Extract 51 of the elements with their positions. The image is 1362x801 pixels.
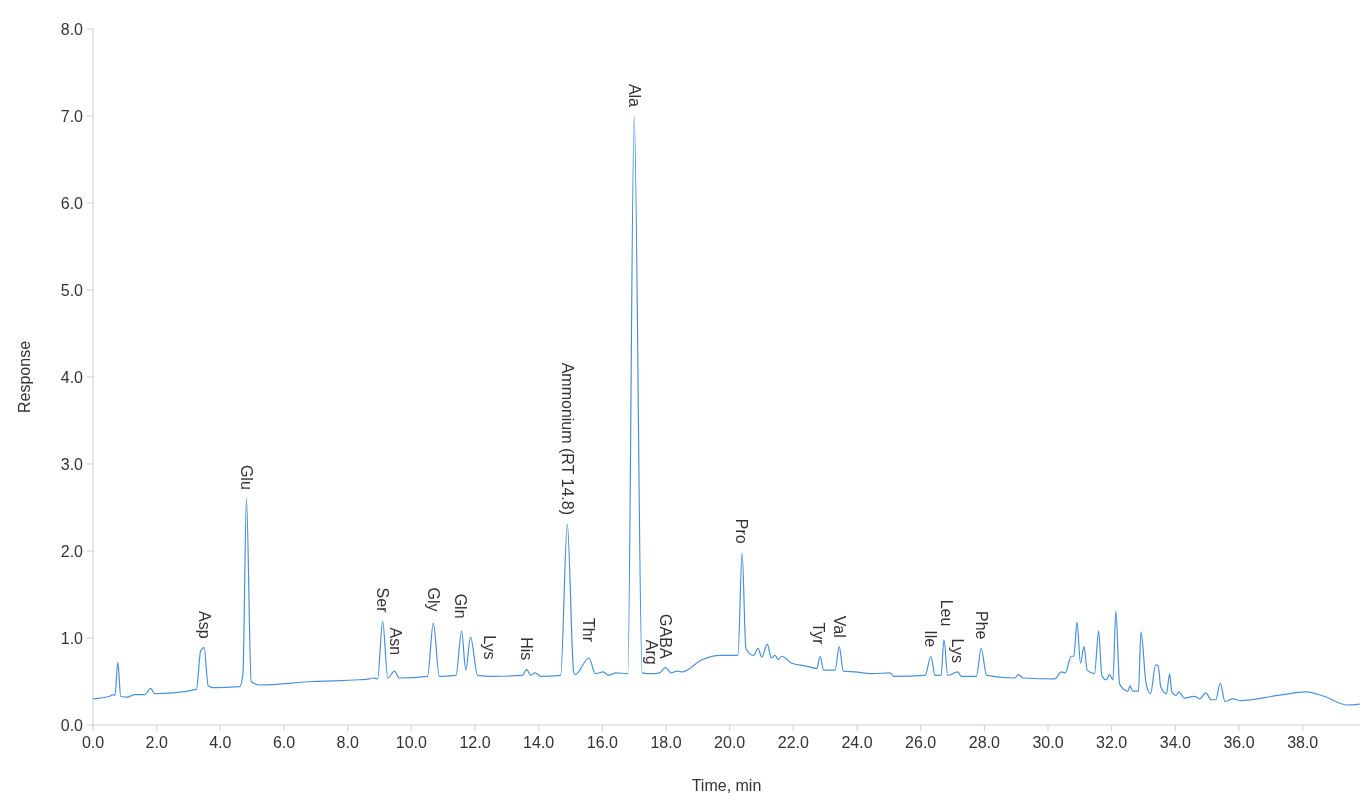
x-tick-label: 0.0 xyxy=(81,734,105,751)
annotation: Ammonium (RT 14.8) xyxy=(558,362,576,516)
x-tick-label: 16.0 xyxy=(586,734,619,751)
x-tick-label: 12.0 xyxy=(459,734,491,751)
x-tick-label: 14.0 xyxy=(523,734,555,751)
annotation: Ala xyxy=(625,83,643,108)
x-tick-label: 4.0 xyxy=(209,734,232,751)
x-tick-label: 20.0 xyxy=(714,734,746,751)
annotation: Glu xyxy=(237,464,255,490)
annotation: His xyxy=(517,637,535,661)
annotation: Thr xyxy=(580,618,598,643)
x-tick-label: 8.0 xyxy=(336,734,359,751)
x-tick-label: 18.0 xyxy=(650,734,682,751)
y-tick-label: 1.0 xyxy=(60,629,84,647)
annotation: Val xyxy=(830,615,848,638)
y-tick-label: 4.0 xyxy=(60,368,84,386)
y-tick-label: 3.0 xyxy=(60,455,84,473)
annotation: Ser xyxy=(374,587,392,614)
annotation: Tyr xyxy=(809,622,827,646)
x-tick-label: 36.0 xyxy=(1223,734,1255,751)
annotation: Asp xyxy=(195,610,213,639)
line-series xyxy=(92,115,1360,706)
annotation: Arg xyxy=(643,639,661,665)
y-tick-label: 0.0 xyxy=(60,716,84,734)
annotation: Ile xyxy=(922,630,940,648)
annotation: Asn xyxy=(386,627,404,656)
y-tick-label: 2.0 xyxy=(60,542,84,560)
x-tick-label: 30.0 xyxy=(1032,734,1064,751)
x-tick-label: 38.0 xyxy=(1287,734,1319,751)
x-tick-label: 28.0 xyxy=(968,734,1001,751)
y-tick-label: 7.0 xyxy=(60,107,84,125)
y-tick-label: 6.0 xyxy=(60,194,84,212)
x-tick-label: 24.0 xyxy=(841,734,873,751)
y-tick-label: 5.0 xyxy=(60,281,84,299)
annotation: Pro xyxy=(733,518,751,544)
x-tick-label: 10.0 xyxy=(395,734,428,751)
y-tick-label: 8.0 xyxy=(60,20,84,38)
y-axis-title: Response xyxy=(16,340,33,414)
annotation: Lys xyxy=(480,635,498,660)
x-axis-title: Time, min xyxy=(691,777,762,794)
x-tick-label: 32.0 xyxy=(1096,734,1128,751)
annotation: Gln xyxy=(452,593,470,619)
annotation: Lys xyxy=(949,638,967,663)
annotation: Phe xyxy=(972,610,990,640)
x-tick-label: 34.0 xyxy=(1159,734,1192,751)
x-tick-label: 22.0 xyxy=(777,734,810,751)
x-tick-label: 2.0 xyxy=(145,734,168,751)
annotation: Leu xyxy=(937,599,955,627)
x-tick-label: 6.0 xyxy=(272,734,296,751)
x-tick-label: 26.0 xyxy=(905,734,937,751)
annotation: Gly xyxy=(424,587,442,612)
